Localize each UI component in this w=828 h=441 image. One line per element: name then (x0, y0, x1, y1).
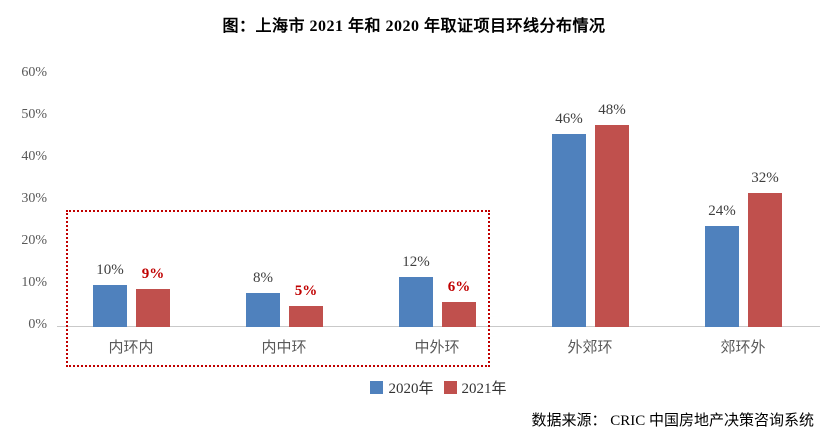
category-label-3: 外郊环 (567, 340, 613, 356)
y-tick-0: 0% (28, 317, 47, 332)
category-label-1: 内中环 (261, 340, 307, 356)
value-label-2021-1: 5% (294, 283, 318, 299)
legend-color-swatch-2021 (443, 381, 457, 394)
value-label-2020-1: 8% (253, 270, 273, 286)
bar-2020-4 (705, 226, 739, 327)
y-tick-3: 30% (21, 191, 47, 206)
chart-title: 图：上海市 2021 年和 2020 年取证项目环线分布情况 (222, 18, 606, 35)
source-note: 数据来源： CRIC 中国房地产决策咨询系统 (531, 413, 814, 429)
y-tick-4: 40% (21, 149, 47, 164)
legend-color-swatch-2020 (370, 381, 384, 394)
value-label-2021-0: 9% (141, 266, 165, 282)
value-label-2020-0: 10% (96, 262, 124, 278)
value-label-2020-2: 12% (402, 254, 430, 270)
bar-2020-0 (93, 285, 127, 327)
value-label-2021-2: 6% (447, 279, 471, 295)
highlight-dotted-box (66, 210, 490, 367)
category-label-4: 郊环外 (720, 340, 766, 356)
bar-2021-0 (136, 289, 170, 327)
bar-2020-1 (246, 293, 280, 327)
y-tick-6: 60% (21, 65, 47, 80)
legend-item-2020: 2020年 (370, 377, 434, 398)
bar-2021-3 (595, 125, 629, 327)
value-label-2021-4: 32% (751, 170, 779, 186)
value-label-2021-3: 48% (598, 102, 626, 118)
y-tick-5: 50% (21, 107, 47, 122)
bar-2021-4 (748, 193, 782, 327)
category-label-2: 中外环 (414, 340, 460, 356)
bar-2021-1 (289, 306, 323, 327)
value-label-2020-3: 46% (555, 111, 583, 127)
y-tick-2: 20% (21, 233, 47, 248)
category-label-0: 内环内 (108, 340, 154, 356)
legend: 2020年 2021年 (57, 377, 820, 398)
legend-label-2020: 2020年 (388, 381, 434, 397)
value-label-2020-4: 24% (708, 203, 736, 219)
x-axis-line (57, 326, 820, 327)
bar-2021-2 (442, 302, 476, 327)
bar-2020-2 (399, 277, 433, 327)
legend-item-2021: 2021年 (443, 377, 507, 398)
bar-2020-3 (552, 134, 586, 327)
y-tick-1: 10% (21, 275, 47, 290)
legend-label-2021: 2021年 (461, 381, 507, 397)
